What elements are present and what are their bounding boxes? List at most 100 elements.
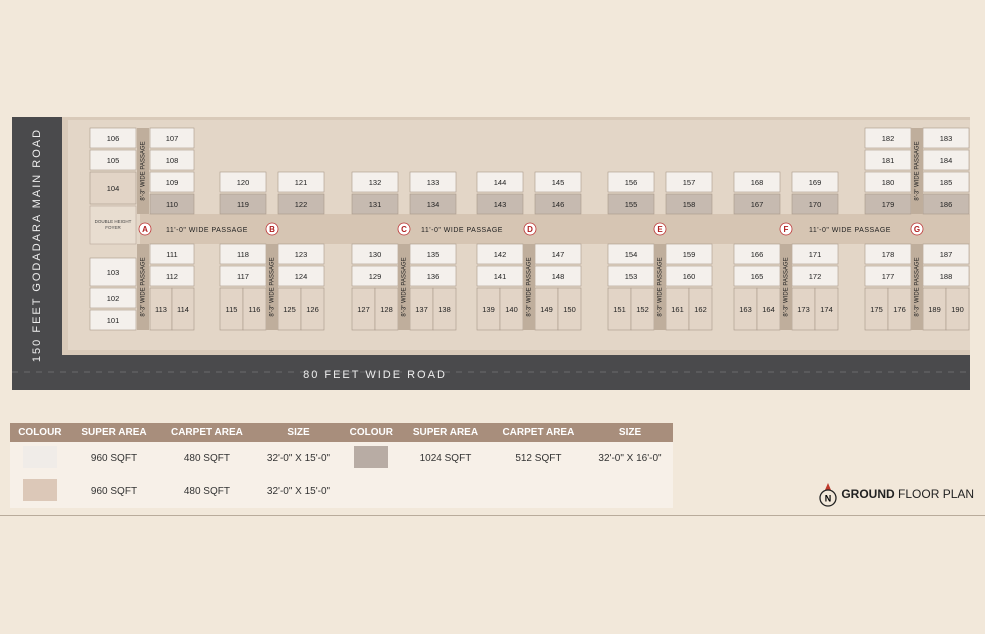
shop-label: 130 (369, 250, 382, 259)
title-bold: GROUND (841, 487, 895, 502)
foyer-label: DOUBLE HEIGHT (95, 219, 132, 224)
empty-cell (490, 475, 587, 508)
shop-label: 155 (625, 200, 638, 209)
shop (409, 193, 457, 215)
shop-label: 125 (283, 305, 296, 314)
passage-label: 11'-0" WIDE PASSAGE (421, 227, 503, 234)
shop-label: 157 (683, 178, 696, 187)
shop-label: 142 (494, 250, 507, 259)
shop (149, 149, 195, 171)
passage-label: 8'-3" WIDE PASSAGE (784, 257, 790, 316)
shop-label: 163 (739, 305, 752, 314)
junction-label: E (657, 225, 663, 234)
shop-label: 186 (940, 200, 953, 209)
shop (791, 193, 839, 215)
shop (149, 171, 195, 193)
shop-label: 164 (762, 305, 775, 314)
shop-label: 134 (427, 200, 440, 209)
shop-label: 149 (540, 305, 553, 314)
shop (89, 257, 137, 287)
junction (523, 222, 537, 236)
shop-label: 162 (694, 305, 707, 314)
shop (149, 243, 195, 265)
layer: 106 105 104 107 108 109 110 103 102 101 111 112 113 1… (89, 127, 970, 331)
shop (149, 265, 195, 287)
shop-label: 141 (494, 272, 507, 281)
shop-label: 103 (107, 268, 120, 277)
narrow-passage (780, 244, 792, 330)
shop-label: 136 (427, 272, 440, 281)
shop-label: 119 (237, 200, 249, 209)
legend-heading: COLOUR (341, 423, 402, 442)
shop (476, 171, 524, 193)
size: 32'-0" X 15'-0" (266, 486, 331, 497)
shop-label: 108 (166, 156, 179, 165)
shop-label: 120 (237, 178, 250, 187)
shop-label: 123 (295, 250, 308, 259)
shop-label: 188 (940, 272, 953, 281)
junction-label: A (142, 225, 148, 234)
junction-label: B (269, 225, 275, 234)
shop-label: 158 (683, 200, 696, 209)
legend-heading: SIZE (255, 423, 342, 442)
junction-label: D (527, 225, 533, 234)
super-area: 960 SQFT (90, 453, 138, 464)
passage-label: 8'-3" WIDE PASSAGE (915, 257, 921, 316)
shop-label: 183 (940, 134, 953, 143)
empty-cell (401, 475, 490, 508)
shop-label: 133 (427, 178, 440, 187)
shop-label: 160 (683, 272, 696, 281)
shop (219, 171, 267, 193)
shop-label: 135 (427, 250, 440, 259)
junction (265, 222, 279, 236)
shop (665, 171, 713, 193)
shop-label: 121 (295, 178, 308, 187)
shop-label: 172 (809, 272, 822, 281)
empty-cell (341, 475, 401, 508)
super-area: 1024 SQFT (419, 453, 472, 464)
shop-label: 111 (166, 250, 177, 259)
shop-label: 187 (940, 250, 953, 259)
shop-label: 143 (494, 200, 507, 209)
shop-label: 166 (751, 250, 764, 259)
shop (409, 171, 457, 193)
road-label: 80 FEET WIDE ROAD (303, 369, 447, 381)
passage-label: 11'-0" WIDE PASSAGE (809, 227, 891, 234)
shop-label: 146 (552, 200, 565, 209)
north-circle (819, 489, 837, 507)
shop-label: 156 (625, 178, 638, 187)
shop (557, 287, 582, 331)
passage-label: 11'-0" WIDE PASSAGE (166, 227, 248, 234)
shop (171, 287, 195, 331)
shop (791, 171, 839, 193)
shop (149, 193, 195, 215)
road-label: 150 FEET GODADARA MAIN ROAD (31, 128, 43, 362)
super-area: 960 SQFT (90, 486, 138, 497)
shop-label: 132 (369, 178, 382, 187)
shop (814, 287, 839, 331)
legend-heading: SIZE (587, 423, 673, 442)
shop (476, 193, 524, 215)
legend-heading: CARPET AREA (158, 423, 256, 442)
shop-label: 185 (940, 178, 953, 187)
shop-label: 101 (107, 316, 120, 325)
shop (432, 287, 457, 331)
shop (945, 287, 970, 331)
shop-label: 110 (166, 200, 178, 209)
carpet-area: 480 SQFT (183, 486, 230, 497)
shop-label: 128 (380, 305, 393, 314)
shop-label: 118 (237, 250, 249, 259)
passage-label: 8'-3" WIDE PASSAGE (527, 257, 533, 316)
shop (665, 193, 713, 215)
shop (300, 287, 325, 331)
junction-label: F (784, 225, 789, 234)
north-arrow (825, 483, 831, 490)
narrow-passage (654, 244, 666, 330)
shop (534, 171, 582, 193)
shop-label: 105 (107, 156, 120, 165)
shop-label: 174 (820, 305, 833, 314)
foyer (89, 205, 137, 245)
shop-label: 170 (809, 200, 822, 209)
shop-label: 117 (237, 272, 249, 281)
